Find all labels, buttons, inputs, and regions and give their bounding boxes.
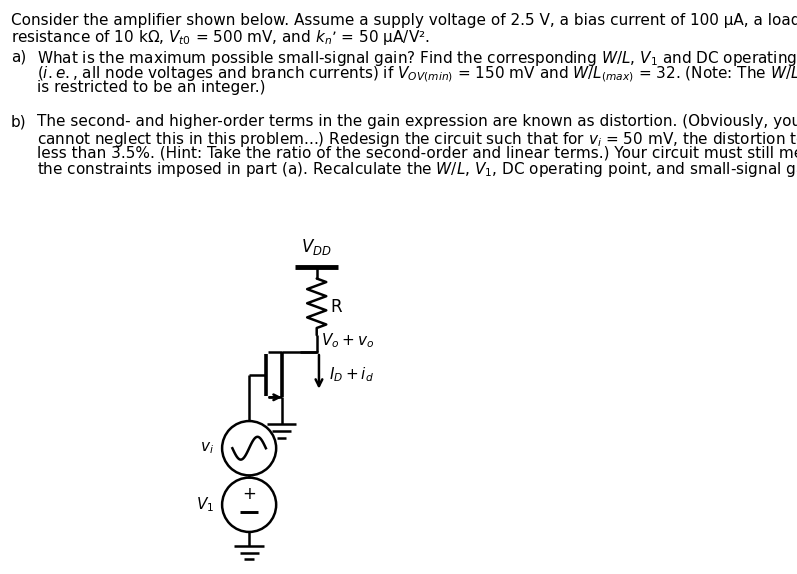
Text: R: R bbox=[331, 298, 343, 316]
Text: $V_{DD}$: $V_{DD}$ bbox=[301, 237, 332, 257]
Text: What is the maximum possible small-signal gain? Find the corresponding $\mathit{: What is the maximum possible small-signa… bbox=[37, 49, 797, 68]
Text: resistance of 10 kΩ, $V_{t0}$ = 500 mV, and $k_n$’ = 50 μA/V².: resistance of 10 kΩ, $V_{t0}$ = 500 mV, … bbox=[11, 28, 430, 47]
Text: cannot neglect this in this problem...) Redesign the circuit such that for $v_i$: cannot neglect this in this problem...) … bbox=[37, 130, 797, 149]
Text: a): a) bbox=[11, 49, 26, 64]
Text: ($\mathit{i.e.}$, all node voltages and branch currents) if $V_{OV(min)}$ = 150 : ($\mathit{i.e.}$, all node voltages and … bbox=[37, 65, 797, 84]
Text: +: + bbox=[242, 486, 256, 503]
Text: $I_D+i_d$: $I_D+i_d$ bbox=[329, 365, 374, 384]
Text: Consider the amplifier shown below. Assume a supply voltage of 2.5 V, a bias cur: Consider the amplifier shown below. Assu… bbox=[11, 13, 797, 28]
Text: The second- and higher-order terms in the gain expression are known as distortio: The second- and higher-order terms in th… bbox=[37, 114, 797, 130]
Text: b): b) bbox=[11, 114, 26, 130]
Text: $V_o+v_o$: $V_o+v_o$ bbox=[321, 332, 375, 350]
Text: the constraints imposed in part (a). Recalculate the $\mathit{W/L}$, $V_1$, DC o: the constraints imposed in part (a). Rec… bbox=[37, 160, 797, 179]
Text: less than 3.5%. (Hint: Take the ratio of the second-order and linear terms.) You: less than 3.5%. (Hint: Take the ratio of… bbox=[37, 145, 797, 160]
Text: $V_1$: $V_1$ bbox=[196, 495, 214, 514]
Text: $v_i$: $v_i$ bbox=[200, 440, 214, 456]
Text: is restricted to be an integer.): is restricted to be an integer.) bbox=[37, 80, 265, 95]
